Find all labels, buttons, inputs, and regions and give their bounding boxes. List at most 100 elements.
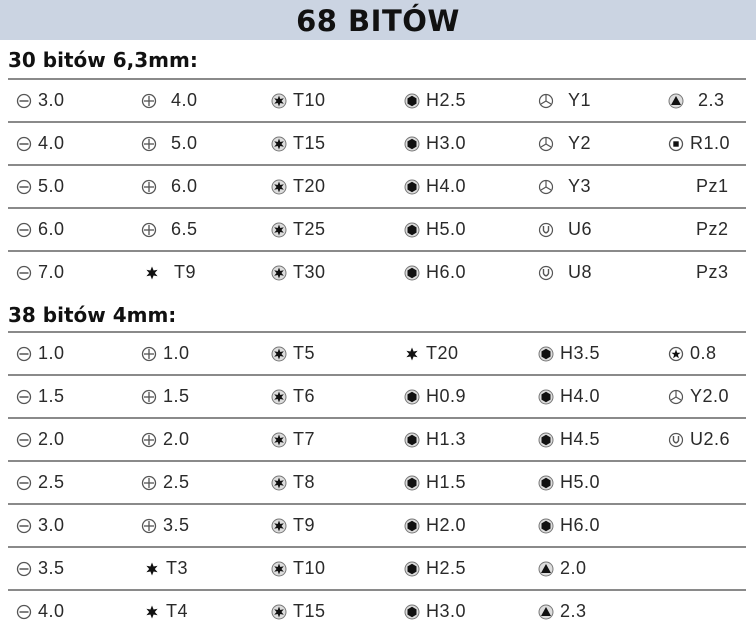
bit-cell: 2.3: [538, 591, 587, 632]
bit-size-label: 2.5: [38, 472, 65, 492]
bit-cell: 0.8: [668, 333, 717, 374]
bit-cell: T6: [271, 376, 315, 417]
bit-cell: 3.5: [16, 548, 65, 589]
phillips-bit-icon: [141, 432, 163, 448]
u-bit-icon: [668, 432, 690, 448]
hex-bit-icon: [404, 561, 426, 577]
bit-cell: H4.5: [538, 419, 600, 460]
torx-plain-bit-icon: [144, 561, 166, 577]
hex-bit-icon: [538, 432, 560, 448]
bit-size-label: H3.0: [426, 601, 467, 621]
bit-cell: T4: [144, 591, 188, 632]
bit-cell: Y2: [538, 123, 591, 164]
bit-table-6-3mm: 3.0 4.0 T10 H2.5 Y1 2.3 4.0 5.0 T15 H3.0 Y2 R1.0 5.0…: [8, 78, 746, 293]
bit-cell: Pz1: [696, 166, 729, 207]
bit-cell: 2.0: [16, 419, 65, 460]
hex-bit-icon: [404, 475, 426, 491]
bit-size-label: T30: [293, 262, 326, 282]
phillips-bit-icon: [141, 136, 171, 152]
bit-size-label: H2.0: [426, 515, 467, 535]
bit-size-label: T20: [426, 343, 459, 363]
table-row: 1.0 1.0 T5 T20 H3.5 0.8: [8, 331, 746, 376]
bit-size-label: 2.0: [560, 558, 587, 578]
slot-bit-icon: [16, 604, 38, 620]
bit-cell: T10: [271, 80, 326, 121]
table-row: 6.0 6.5 T25 H5.0 U6 Pz2: [8, 209, 746, 252]
bit-cell: 2.0: [141, 419, 190, 460]
bit-size-label: 6.0: [171, 176, 198, 196]
bit-size-label: H4.0: [426, 176, 467, 196]
slot-bit-icon: [16, 475, 38, 491]
bit-size-label: H5.0: [426, 219, 467, 239]
bit-size-label: H4.0: [560, 386, 601, 406]
bit-size-label: 2.3: [560, 601, 587, 621]
bit-cell: T15: [271, 591, 326, 632]
bit-size-label: H1.5: [426, 472, 467, 492]
bit-size-label: 1.0: [38, 343, 65, 363]
bit-size-label: 7.0: [38, 262, 65, 282]
bit-cell: T10: [271, 548, 326, 589]
bit-size-label: 4.0: [38, 133, 65, 153]
bit-size-label: 5.0: [38, 176, 65, 196]
table-row: 3.5 T3 T10 H2.5 2.0: [8, 548, 746, 591]
bit-size-label: 3.0: [38, 90, 65, 110]
hex-bit-icon: [404, 93, 426, 109]
bit-size-label: 4.0: [38, 601, 65, 621]
bit-cell: 3.5: [141, 505, 190, 546]
phillips-bit-icon: [141, 389, 163, 405]
bit-size-label: T15: [293, 601, 326, 621]
bit-size-label: T25: [293, 219, 326, 239]
slot-bit-icon: [16, 93, 38, 109]
bit-cell: H2.5: [404, 80, 466, 121]
torx-plain-bit-icon: [144, 604, 166, 620]
bit-size-label: H1.3: [426, 429, 467, 449]
table-row: 7.0 T9 T30 H6.0 U8 Pz3: [8, 252, 746, 293]
slot-bit-icon: [16, 346, 38, 362]
bit-cell: T20: [404, 333, 459, 374]
bit-size-label: Pz1: [696, 176, 729, 196]
hex-bit-icon: [404, 265, 426, 281]
bit-cell: T8: [271, 462, 315, 503]
torx-bit-icon: [271, 518, 293, 534]
bit-cell: T30: [271, 252, 326, 293]
slot-bit-icon: [16, 179, 38, 195]
phillips-bit-icon: [141, 475, 163, 491]
table-row: 4.0 5.0 T15 H3.0 Y2 R1.0: [8, 123, 746, 166]
torx-bit-icon: [271, 179, 293, 195]
torx-bit-icon: [271, 346, 293, 362]
bit-cell: 6.5: [141, 209, 198, 250]
bit-cell: T5: [271, 333, 315, 374]
phillips-bit-icon: [141, 222, 171, 238]
u-bit-icon: [538, 265, 568, 281]
bit-cell: 1.5: [16, 376, 65, 417]
hex-bit-icon: [404, 389, 426, 405]
bit-cell: R1.0: [668, 123, 730, 164]
square-bit-icon: [668, 136, 690, 152]
bit-size-label: T4: [166, 601, 189, 621]
bit-size-label: 3.0: [38, 515, 65, 535]
bit-size-label: 2.0: [38, 429, 65, 449]
triwing-bit-icon: [538, 93, 568, 109]
bit-cell: H2.0: [404, 505, 466, 546]
bit-cell: 4.0: [16, 123, 65, 164]
bit-cell: 3.0: [16, 80, 65, 121]
table-row: 1.5 1.5 T6 H0.9 H4.0 Y2.0: [8, 376, 746, 419]
bit-size-label: H4.5: [560, 429, 601, 449]
bit-size-label: 2.0: [163, 429, 190, 449]
triwing-bit-icon: [668, 389, 690, 405]
bit-size-label: 6.0: [38, 219, 65, 239]
hex-bit-icon: [538, 389, 560, 405]
torx-bit-icon: [271, 432, 293, 448]
bit-size-label: T5: [293, 343, 316, 363]
table-row: 2.0 2.0 T7 H1.3 H4.5 U2.6: [8, 419, 746, 462]
bit-cell: 5.0: [16, 166, 65, 207]
bit-size-label: 4.0: [171, 90, 198, 110]
bit-size-label: Pz3: [696, 262, 729, 282]
torx-bit-icon: [271, 604, 293, 620]
bit-cell: 4.0: [141, 80, 198, 121]
bit-cell: 6.0: [16, 209, 65, 250]
pentalobe-bit-icon: [668, 346, 690, 362]
slot-bit-icon: [16, 389, 38, 405]
bit-cell: 2.5: [16, 462, 65, 503]
u-bit-icon: [538, 222, 568, 238]
